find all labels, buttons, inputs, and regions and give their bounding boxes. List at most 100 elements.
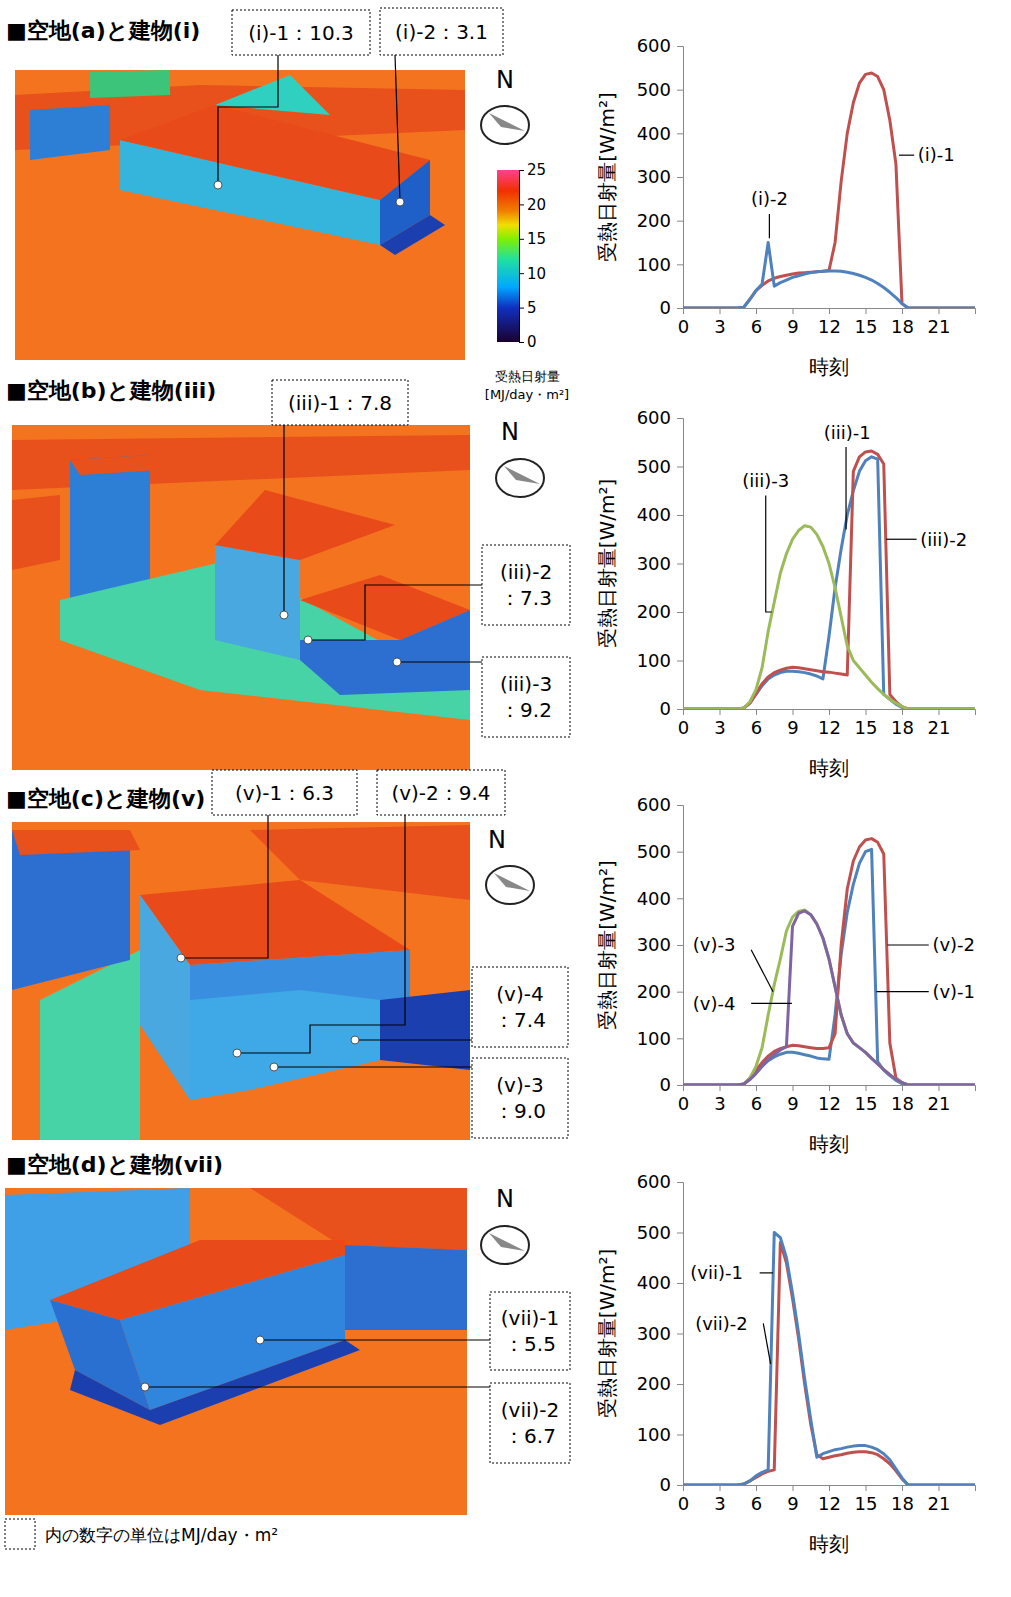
series-line (683, 243, 975, 309)
label-leader (751, 1003, 792, 1004)
y-tick-label: 100 (637, 1028, 671, 1049)
y-tick-mark (677, 1384, 683, 1385)
label-leader (845, 447, 846, 529)
label-leader (769, 214, 770, 238)
y-tick: 300 (637, 1323, 683, 1344)
x-tick: 3 (714, 709, 725, 738)
x-tick-label: 18 (891, 717, 914, 738)
y-axis-title: 受熱日射量[W/m²] (595, 479, 619, 649)
callout-box (482, 657, 570, 737)
scene-shape (345, 1245, 467, 1330)
colorbar-scale (497, 170, 519, 342)
y-tick-label: 400 (637, 123, 671, 144)
y-tick-label: 300 (637, 934, 671, 955)
y-tick-mark (677, 515, 683, 516)
x-tick-label: 18 (891, 1493, 914, 1514)
x-tick-mark (939, 709, 940, 715)
series-label: (v)-4 (693, 993, 736, 1014)
x-axis-title: 時刻 (809, 1132, 849, 1156)
y-tick-label: 0 (660, 297, 671, 318)
y-axis-title: 受熱日射量[W/m²] (595, 860, 619, 1030)
label-leader (751, 950, 773, 992)
callout-point (304, 636, 312, 644)
scene-shape (70, 455, 160, 475)
x-tick-mark (756, 308, 757, 314)
scene-panel: ■空地(c)と建物(v)N(v)-1：6.3(v)-2：9.4(v)-3：9.0… (6, 770, 568, 1140)
x-tick: 3 (714, 1485, 725, 1514)
callout-point (270, 1063, 278, 1071)
y-tick-label: 100 (637, 650, 671, 671)
y-tick: 200 (637, 601, 683, 622)
x-tick: 21 (928, 1485, 951, 1514)
compass-needle (494, 873, 530, 891)
x-tick-mark (683, 308, 684, 314)
colorbar-tick-mark (519, 308, 524, 309)
callout-label: (vii)-2：6.7 (501, 1398, 560, 1448)
x-tick-mark (793, 308, 794, 314)
series-line (683, 911, 975, 1085)
callout-point (141, 1383, 149, 1391)
series-line (683, 910, 975, 1085)
callout-point (393, 658, 401, 666)
x-tick-mark (939, 1485, 940, 1491)
x-tick-mark (756, 1085, 757, 1091)
y-tick: 600 (637, 1171, 683, 1192)
x-tick: 18 (891, 1085, 914, 1114)
compass-ring (496, 459, 544, 497)
x-tick-label: 9 (787, 1493, 798, 1514)
y-tick-label: 400 (637, 888, 671, 909)
figure: ■空地(a)と建物(i)N(i)-1：10.3(i)-2：3.1■空地(b)と建… (0, 0, 1011, 1597)
label-leader (886, 539, 916, 540)
series-label: (i)-2 (751, 188, 788, 209)
x-tick: 15 (855, 1485, 878, 1514)
scene-shape (30, 105, 110, 160)
y-tick-mark (677, 852, 683, 853)
scene-title: ■空地(b)と建物(iii) (6, 378, 216, 403)
callout-label: (v)-4：7.4 (494, 982, 546, 1032)
x-tick-mark (866, 308, 867, 314)
y-tick-mark (677, 1485, 683, 1486)
y-tick-label: 0 (660, 1074, 671, 1095)
series-label: (v)-3 (693, 934, 736, 955)
y-tick-label: 400 (637, 504, 671, 525)
label-leader (887, 944, 928, 945)
y-tick-mark (677, 1435, 683, 1436)
y-axis-title: 受熱日射量[W/m²] (595, 1249, 619, 1419)
callout-box (490, 1292, 570, 1370)
y-tick: 600 (637, 35, 683, 56)
y-axis: 0100200300400500600 (637, 35, 684, 318)
series-labels: (iii)-1(iii)-2(iii)-3 (742, 422, 967, 612)
colorbar-tick-mark (519, 239, 524, 240)
x-tick-mark (939, 308, 940, 314)
callout-box (272, 380, 408, 425)
x-tick-mark (829, 1085, 830, 1091)
series-line (683, 526, 975, 709)
callout-leader (218, 55, 278, 185)
y-tick: 200 (637, 210, 683, 231)
y-tick-mark (677, 221, 683, 222)
x-tick-label: 6 (751, 717, 762, 738)
series-labels: (i)-1(i)-2 (751, 144, 955, 238)
line-chart: 0100200300400500600036912151821時刻受熱日射量[W… (595, 1171, 976, 1556)
callout-box (377, 770, 505, 815)
x-axis-title: 時刻 (809, 756, 849, 780)
north-label: N (501, 418, 519, 446)
y-axis: 0100200300400500600 (637, 1171, 684, 1495)
scene-panel: ■空地(d)と建物(vii)N(vii)-1：5.5(vii)-2：6.7 (5, 1152, 570, 1515)
x-tick-label: 12 (818, 1093, 841, 1114)
scene-shape (300, 610, 470, 695)
colorbar-tick-mark (519, 273, 524, 274)
y-tick-label: 600 (637, 407, 671, 428)
y-tick-label: 500 (637, 841, 671, 862)
x-tick: 12 (818, 709, 841, 738)
colorbar-tick-mark (519, 170, 524, 171)
callout-label: (v)-3：9.0 (494, 1073, 546, 1123)
series-label: (iii)-2 (920, 529, 967, 550)
callout-label: (v)-1：6.3 (235, 781, 334, 805)
colorbar-tick: 0 (519, 333, 537, 351)
callout-leader (395, 55, 400, 202)
colorbar-axis: 0510152025 (519, 161, 546, 351)
y-axis: 0100200300400500600 (637, 794, 684, 1095)
y-tick-mark (677, 1334, 683, 1335)
x-tick-mark (902, 1085, 903, 1091)
